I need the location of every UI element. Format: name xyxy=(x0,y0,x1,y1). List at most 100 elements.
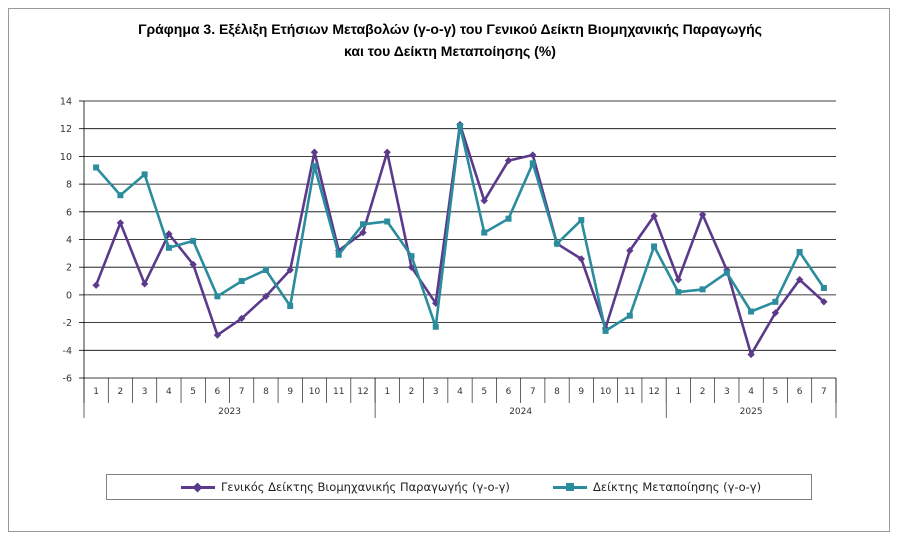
data-point-manufacturing xyxy=(457,122,463,129)
x-tick-label: 7 xyxy=(821,387,827,397)
data-point-manufacturing xyxy=(408,253,415,260)
data-point-industrial-production xyxy=(820,298,828,306)
data-point-industrial-production xyxy=(237,314,246,323)
y-tick-label: 12 xyxy=(60,124,72,135)
x-tick-label: 12 xyxy=(648,387,659,397)
legend-item-manufacturing: Δείκτης Μεταποίησης (γ-ο-γ) xyxy=(553,475,761,499)
data-point-industrial-production xyxy=(577,255,585,263)
data-point-manufacturing xyxy=(190,237,197,244)
year-label: 2025 xyxy=(740,407,763,417)
y-tick-label: 4 xyxy=(66,235,72,246)
data-point-manufacturing xyxy=(699,286,706,293)
data-point-manufacturing xyxy=(529,160,536,167)
data-point-industrial-production xyxy=(92,281,100,289)
x-tick-label: 10 xyxy=(309,387,321,397)
data-point-manufacturing xyxy=(626,312,633,319)
data-point-industrial-production xyxy=(310,148,319,156)
data-point-industrial-production xyxy=(262,292,270,300)
data-point-manufacturing xyxy=(772,298,779,305)
data-point-industrial-production xyxy=(480,197,488,205)
x-tick-label: 1 xyxy=(93,387,99,397)
y-tick-label: 10 xyxy=(60,152,72,163)
data-point-manufacturing xyxy=(287,302,294,309)
x-tick-label: 3 xyxy=(724,387,730,397)
x-tick-label: 4 xyxy=(748,387,754,397)
data-point-industrial-production xyxy=(116,219,125,227)
x-tick-label: 1 xyxy=(675,387,681,397)
chart-legend: Γενικός Δείκτης Βιομηχανικής Παραγωγής (… xyxy=(106,474,812,500)
data-point-industrial-production xyxy=(383,148,391,156)
x-tick-label: 11 xyxy=(333,387,344,397)
x-tick-label: 10 xyxy=(600,387,612,397)
y-tick-label: -6 xyxy=(63,374,72,385)
data-point-manufacturing xyxy=(432,323,439,330)
data-point-manufacturing xyxy=(165,244,172,251)
data-point-manufacturing xyxy=(238,278,245,285)
chart-title-line-2: και του Δείκτη Μεταποίησης (%) xyxy=(344,43,556,59)
chart-frame xyxy=(8,8,890,532)
x-tick-label: 3 xyxy=(433,387,439,397)
x-tick-label: 9 xyxy=(287,387,293,397)
data-point-industrial-production xyxy=(771,309,780,317)
x-tick-label: 8 xyxy=(554,387,560,397)
x-tick-label: 5 xyxy=(772,387,778,397)
x-tick-label: 4 xyxy=(457,387,463,397)
data-point-manufacturing xyxy=(748,308,755,315)
data-point-manufacturing xyxy=(505,215,512,222)
x-tick-label: 11 xyxy=(624,387,635,397)
x-tick-label: 5 xyxy=(190,387,196,397)
data-point-manufacturing xyxy=(578,217,585,224)
x-tick-label: 8 xyxy=(263,387,269,397)
data-point-manufacturing xyxy=(141,171,148,178)
y-tick-label: 2 xyxy=(66,263,72,274)
x-tick-label: 2 xyxy=(700,387,706,397)
x-tick-label: 1 xyxy=(384,387,390,397)
data-point-manufacturing xyxy=(554,240,561,247)
year-label: 2024 xyxy=(509,407,532,417)
data-point-manufacturing xyxy=(481,229,488,236)
data-point-manufacturing xyxy=(93,164,100,171)
data-point-industrial-production xyxy=(747,350,755,359)
data-point-manufacturing xyxy=(820,284,827,291)
data-point-industrial-production xyxy=(165,230,173,238)
x-tick-label: 4 xyxy=(166,387,172,397)
data-point-manufacturing xyxy=(651,243,658,250)
legend-label-manufacturing: Δείκτης Μεταποίησης (γ-ο-γ) xyxy=(593,480,762,494)
legend-square-marker-icon xyxy=(553,482,587,492)
x-tick-label: 5 xyxy=(481,387,487,397)
data-point-manufacturing xyxy=(311,163,318,170)
x-tick-label: 7 xyxy=(530,387,536,397)
data-point-manufacturing xyxy=(384,218,391,225)
y-tick-label: -4 xyxy=(63,346,72,357)
y-tick-label: 0 xyxy=(66,290,72,301)
x-tick-label: 6 xyxy=(506,387,512,397)
data-point-manufacturing xyxy=(796,248,803,255)
y-tick-label: 14 xyxy=(60,97,72,108)
legend-label-industrial-production: Γενικός Δείκτης Βιομηχανικής Παραγωγής (… xyxy=(221,480,510,494)
legend-diamond-marker-icon xyxy=(181,482,215,492)
data-point-industrial-production xyxy=(674,276,683,284)
x-tick-label: 2 xyxy=(409,387,415,397)
legend-item-industrial-production: Γενικός Δείκτης Βιομηχανικής Παραγωγής (… xyxy=(181,475,510,499)
x-tick-label: 2 xyxy=(118,387,124,397)
data-point-industrial-production xyxy=(140,280,149,288)
y-tick-label: 8 xyxy=(66,180,72,191)
data-point-manufacturing xyxy=(723,269,730,276)
year-label: 2023 xyxy=(218,407,241,417)
data-point-industrial-production xyxy=(529,151,537,159)
data-point-industrial-production xyxy=(189,260,197,269)
data-point-manufacturing xyxy=(262,266,269,273)
data-point-industrial-production xyxy=(286,266,294,274)
y-tick-label: 6 xyxy=(66,207,72,218)
x-tick-label: 6 xyxy=(797,387,803,397)
y-tick-label: -2 xyxy=(63,318,72,329)
data-point-manufacturing xyxy=(602,327,609,334)
x-tick-label: 7 xyxy=(239,387,245,397)
data-point-manufacturing xyxy=(675,289,682,296)
data-point-industrial-production xyxy=(795,276,804,284)
chart-title: Γράφημα 3. Εξέλιξη Ετήσιων Μεταβολών (γ-… xyxy=(0,18,900,62)
data-point-manufacturing xyxy=(117,192,124,199)
x-tick-label: 3 xyxy=(142,387,148,397)
data-point-manufacturing xyxy=(359,221,366,228)
